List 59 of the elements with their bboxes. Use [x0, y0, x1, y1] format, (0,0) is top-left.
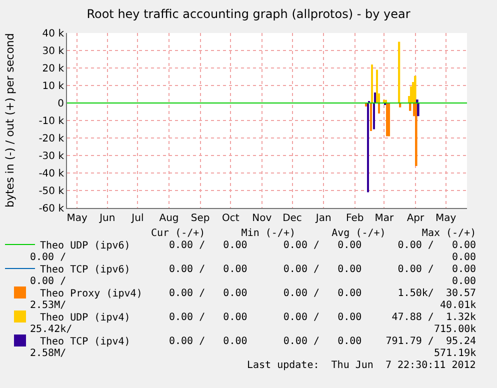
x-tick-label: Feb	[346, 213, 364, 224]
y-tick-label: -40 k	[38, 168, 64, 180]
y-axis-title: bytes in (-) / out (+) per second	[4, 33, 16, 208]
text: 0.00 /	[30, 252, 66, 263]
y-tick-label: -50 k	[38, 186, 64, 197]
y-tick-label: -10 k	[38, 116, 64, 127]
x-tick-label: Oct	[222, 213, 240, 224]
x-tick-label: Apr	[406, 213, 426, 224]
y-tick-label: -60 k	[38, 204, 64, 214]
bar	[367, 103, 369, 192]
bar	[371, 64, 373, 103]
legend-label: Theo Proxy (ipv4)	[40, 288, 142, 300]
bar	[415, 103, 418, 166]
bar	[417, 103, 420, 116]
y-tick-label: 0	[58, 98, 64, 110]
text: 0.00 / 0.00 0.00 / 0.00 0.00 / 0.00	[169, 240, 476, 251]
x-tick-label: Mar	[374, 213, 394, 224]
text: Last update: Thu Jun 7 22:30:11 2012	[247, 360, 476, 371]
text: 40.01k	[440, 300, 476, 311]
y-tick-label: 30 k	[42, 46, 64, 57]
chart-title: Root hey traffic accounting graph (allprotos) - by year	[86, 7, 410, 22]
text: 0.00 / 0.00 0.00 / 0.00 1.50k/ 30.57	[169, 288, 476, 299]
text: 0.00	[452, 276, 476, 287]
legend-label: Theo TCP (ipv6)	[40, 264, 130, 276]
x-tick-label: Nov	[252, 213, 272, 224]
bar	[370, 103, 372, 131]
text: 25.42k/	[30, 324, 72, 335]
text: Cur (-/+) Min (-/+) Avg (-/+) Max (-/+)	[151, 228, 476, 239]
y-tick-label: -30 k	[38, 151, 64, 162]
text: 2.58M/	[30, 348, 66, 359]
y-tick-label: 10 k	[42, 81, 64, 92]
text: 0.00 / 0.00 0.00 / 0.00 47.88 / 1.32k	[169, 312, 476, 323]
bar	[414, 76, 416, 103]
x-tick-label: Aug	[159, 213, 179, 224]
y-tick-label: 40 k	[42, 28, 64, 40]
bar	[386, 103, 388, 136]
text: 0.00 / 0.00 0.00 / 0.00 0.00 / 0.00	[169, 264, 476, 275]
legend-label: Theo TCP (ipv4)	[40, 336, 130, 348]
text: 0.00 /	[30, 276, 66, 287]
x-tick-label: Jul	[130, 213, 144, 224]
text: 715.00k	[434, 324, 476, 335]
text: 2.53M/	[30, 300, 66, 311]
x-tick-label: Sep	[190, 213, 210, 224]
bar	[398, 42, 400, 103]
bar	[376, 70, 378, 103]
text: 0.00 / 0.00 0.00 / 0.00 791.79 / 95.24	[169, 336, 476, 347]
bar	[378, 103, 380, 114]
x-tick-label: May	[435, 213, 456, 224]
legend-label: Theo UDP (ipv6)	[40, 240, 130, 252]
x-tick-label: Dec	[282, 213, 302, 224]
x-tick-label: May	[66, 213, 88, 224]
bar	[388, 103, 390, 136]
x-tick-label: Jan	[314, 213, 332, 224]
text: 0.00	[452, 252, 476, 263]
text: 571.19k	[434, 348, 476, 359]
legend-label: Theo UDP (ipv4)	[40, 312, 130, 324]
x-tick-label: Jun	[98, 213, 116, 224]
y-tick-label: 20 k	[42, 64, 64, 74]
y-tick-label: -20 k	[38, 134, 64, 144]
